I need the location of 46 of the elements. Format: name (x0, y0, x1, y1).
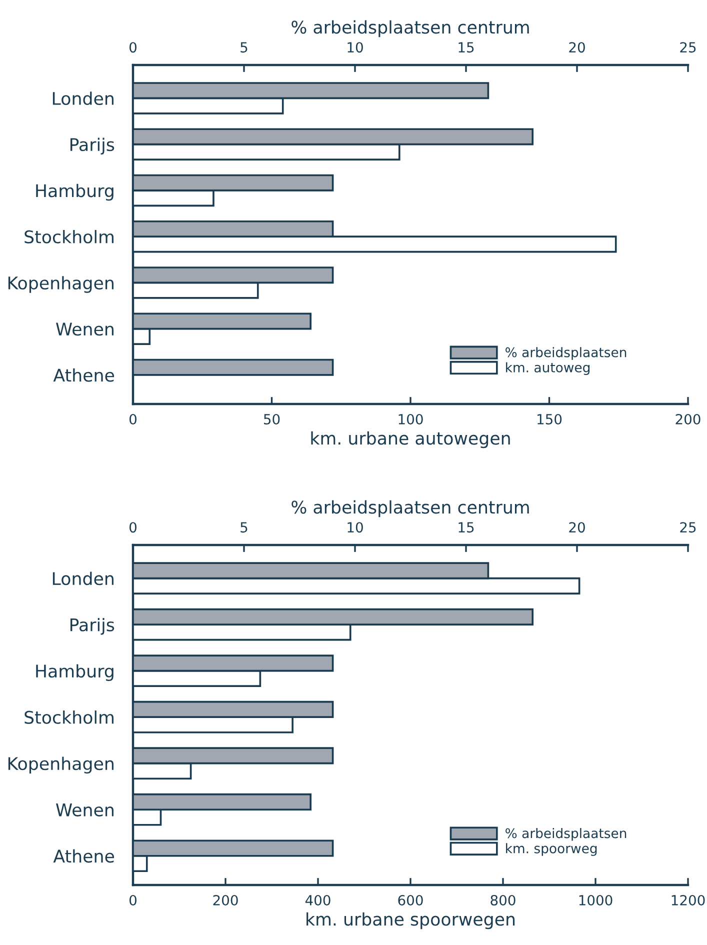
x-tick-label: 100 (398, 414, 423, 424)
y-tick-label: Wenen (56, 322, 114, 336)
y-tick-label: Athene (53, 849, 114, 863)
legend-label: % arbeidsplaatsen (506, 347, 626, 360)
x2-tick-label: 10 (348, 42, 363, 53)
y-tick-label: Hamburg (36, 664, 114, 682)
x2-tick-label: 5 (240, 522, 248, 533)
x2-axis-title: % arbeidsplaatsen centrum (292, 500, 529, 518)
x2-axis-title: % arbeidsplaatsen centrum (292, 20, 529, 38)
x2-tick-label: 25 (680, 42, 696, 53)
y-tick-label: Wenen (56, 804, 114, 816)
x2-tick-label: 15 (458, 42, 474, 53)
legend-label: km. autoweg (506, 362, 590, 375)
x-tick-label: 200 (213, 894, 238, 906)
y-tick-label: Londen (52, 572, 114, 586)
y-tick-label: Hamburg (36, 184, 114, 201)
x-tick-label: 0 (129, 894, 136, 906)
x2-tick-label: 15 (458, 522, 474, 533)
y-tick-label: Kopenhagen (8, 276, 114, 293)
x2-tick-label: 5 (240, 42, 248, 53)
y-tick-label: Parijs (70, 618, 114, 635)
x2-tick-label: 20 (569, 522, 585, 533)
x2-tick-label: 20 (569, 42, 585, 53)
x2-tick-label: 10 (348, 522, 363, 533)
x-axis-title: km. urbane spoorwegen (306, 912, 515, 930)
x-tick-label: 600 (398, 894, 423, 906)
x-tick-label: 50 (264, 414, 280, 424)
y-tick-label: Kopenhagen (8, 756, 114, 774)
legend-label: km. spoorweg (506, 843, 597, 856)
y-tick-label: Londen (52, 92, 114, 106)
y-tick-label: Stockholm (24, 710, 114, 724)
x2-tick-label: 0 (129, 42, 136, 53)
x-tick-label: 400 (305, 894, 330, 906)
x2-tick-label: 25 (680, 522, 696, 533)
x-tick-label: 200 (676, 414, 700, 424)
x-tick-label: 1000 (579, 894, 612, 906)
x-tick-label: 0 (129, 414, 136, 424)
y-tick-label: Athene (53, 368, 114, 382)
x-axis-title: km. urbane autowegen (311, 431, 510, 448)
legend-label: % arbeidsplaatsen (506, 828, 626, 841)
x-tick-label: 150 (538, 414, 562, 424)
x-tick-label: 1200 (672, 894, 705, 906)
y-tick-label: Stockholm (24, 230, 114, 244)
x2-tick-label: 0 (129, 522, 136, 533)
y-tick-label: Parijs (70, 138, 114, 155)
x-tick-label: 800 (490, 894, 516, 906)
